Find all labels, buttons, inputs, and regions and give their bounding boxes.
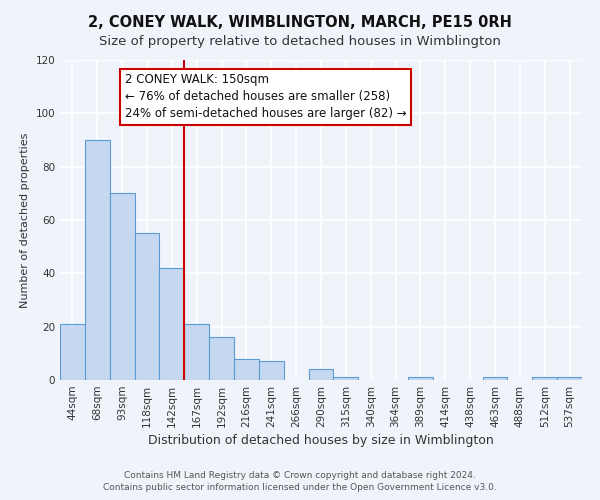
- Bar: [308, 370, 334, 380]
- Bar: [557, 378, 582, 380]
- Bar: [184, 324, 209, 380]
- Text: 2 CONEY WALK: 150sqm
← 76% of detached houses are smaller (258)
24% of semi-deta: 2 CONEY WALK: 150sqm ← 76% of detached h…: [125, 74, 406, 120]
- Bar: [334, 378, 358, 380]
- Text: 2, CONEY WALK, WIMBLINGTON, MARCH, PE15 0RH: 2, CONEY WALK, WIMBLINGTON, MARCH, PE15 …: [88, 15, 512, 30]
- Bar: [234, 358, 259, 380]
- Text: Size of property relative to detached houses in Wimblington: Size of property relative to detached ho…: [99, 35, 501, 48]
- Bar: [110, 194, 134, 380]
- Y-axis label: Number of detached properties: Number of detached properties: [20, 132, 30, 308]
- Bar: [85, 140, 110, 380]
- Bar: [160, 268, 184, 380]
- Bar: [482, 378, 508, 380]
- Bar: [259, 362, 284, 380]
- Bar: [134, 234, 160, 380]
- Text: Contains HM Land Registry data © Crown copyright and database right 2024.
Contai: Contains HM Land Registry data © Crown c…: [103, 471, 497, 492]
- Bar: [60, 324, 85, 380]
- Bar: [408, 378, 433, 380]
- X-axis label: Distribution of detached houses by size in Wimblington: Distribution of detached houses by size …: [148, 434, 494, 447]
- Bar: [532, 378, 557, 380]
- Bar: [209, 338, 234, 380]
